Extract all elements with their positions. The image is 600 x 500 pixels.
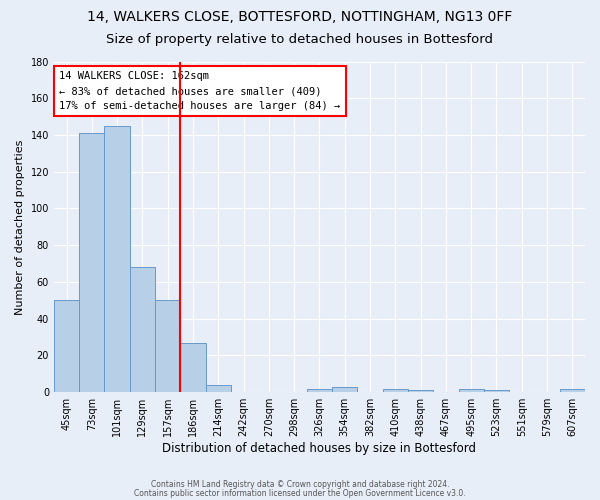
Bar (560, 388, 585, 392)
Text: 14 WALKERS CLOSE: 162sqm
← 83% of detached houses are smaller (409)
17% of semi-: 14 WALKERS CLOSE: 162sqm ← 83% of detach… (59, 72, 340, 111)
Bar (54, 300, 79, 392)
Bar (181, 342, 206, 392)
Bar (155, 300, 181, 392)
X-axis label: Distribution of detached houses by size in Bottesford: Distribution of detached houses by size … (163, 442, 476, 455)
Bar (206, 385, 231, 392)
Text: 14, WALKERS CLOSE, BOTTESFORD, NOTTINGHAM, NG13 0FF: 14, WALKERS CLOSE, BOTTESFORD, NOTTINGHA… (88, 10, 512, 24)
Bar (104, 126, 130, 392)
Text: Contains HM Land Registry data © Crown copyright and database right 2024.: Contains HM Land Registry data © Crown c… (151, 480, 449, 489)
Bar (383, 388, 408, 392)
Bar (458, 388, 484, 392)
Bar (408, 390, 433, 392)
Y-axis label: Number of detached properties: Number of detached properties (15, 139, 25, 314)
Bar (484, 390, 509, 392)
Text: Contains public sector information licensed under the Open Government Licence v3: Contains public sector information licen… (134, 488, 466, 498)
Bar (332, 386, 358, 392)
Text: Size of property relative to detached houses in Bottesford: Size of property relative to detached ho… (107, 32, 493, 46)
Bar (79, 133, 104, 392)
Bar (130, 268, 155, 392)
Bar (307, 388, 332, 392)
